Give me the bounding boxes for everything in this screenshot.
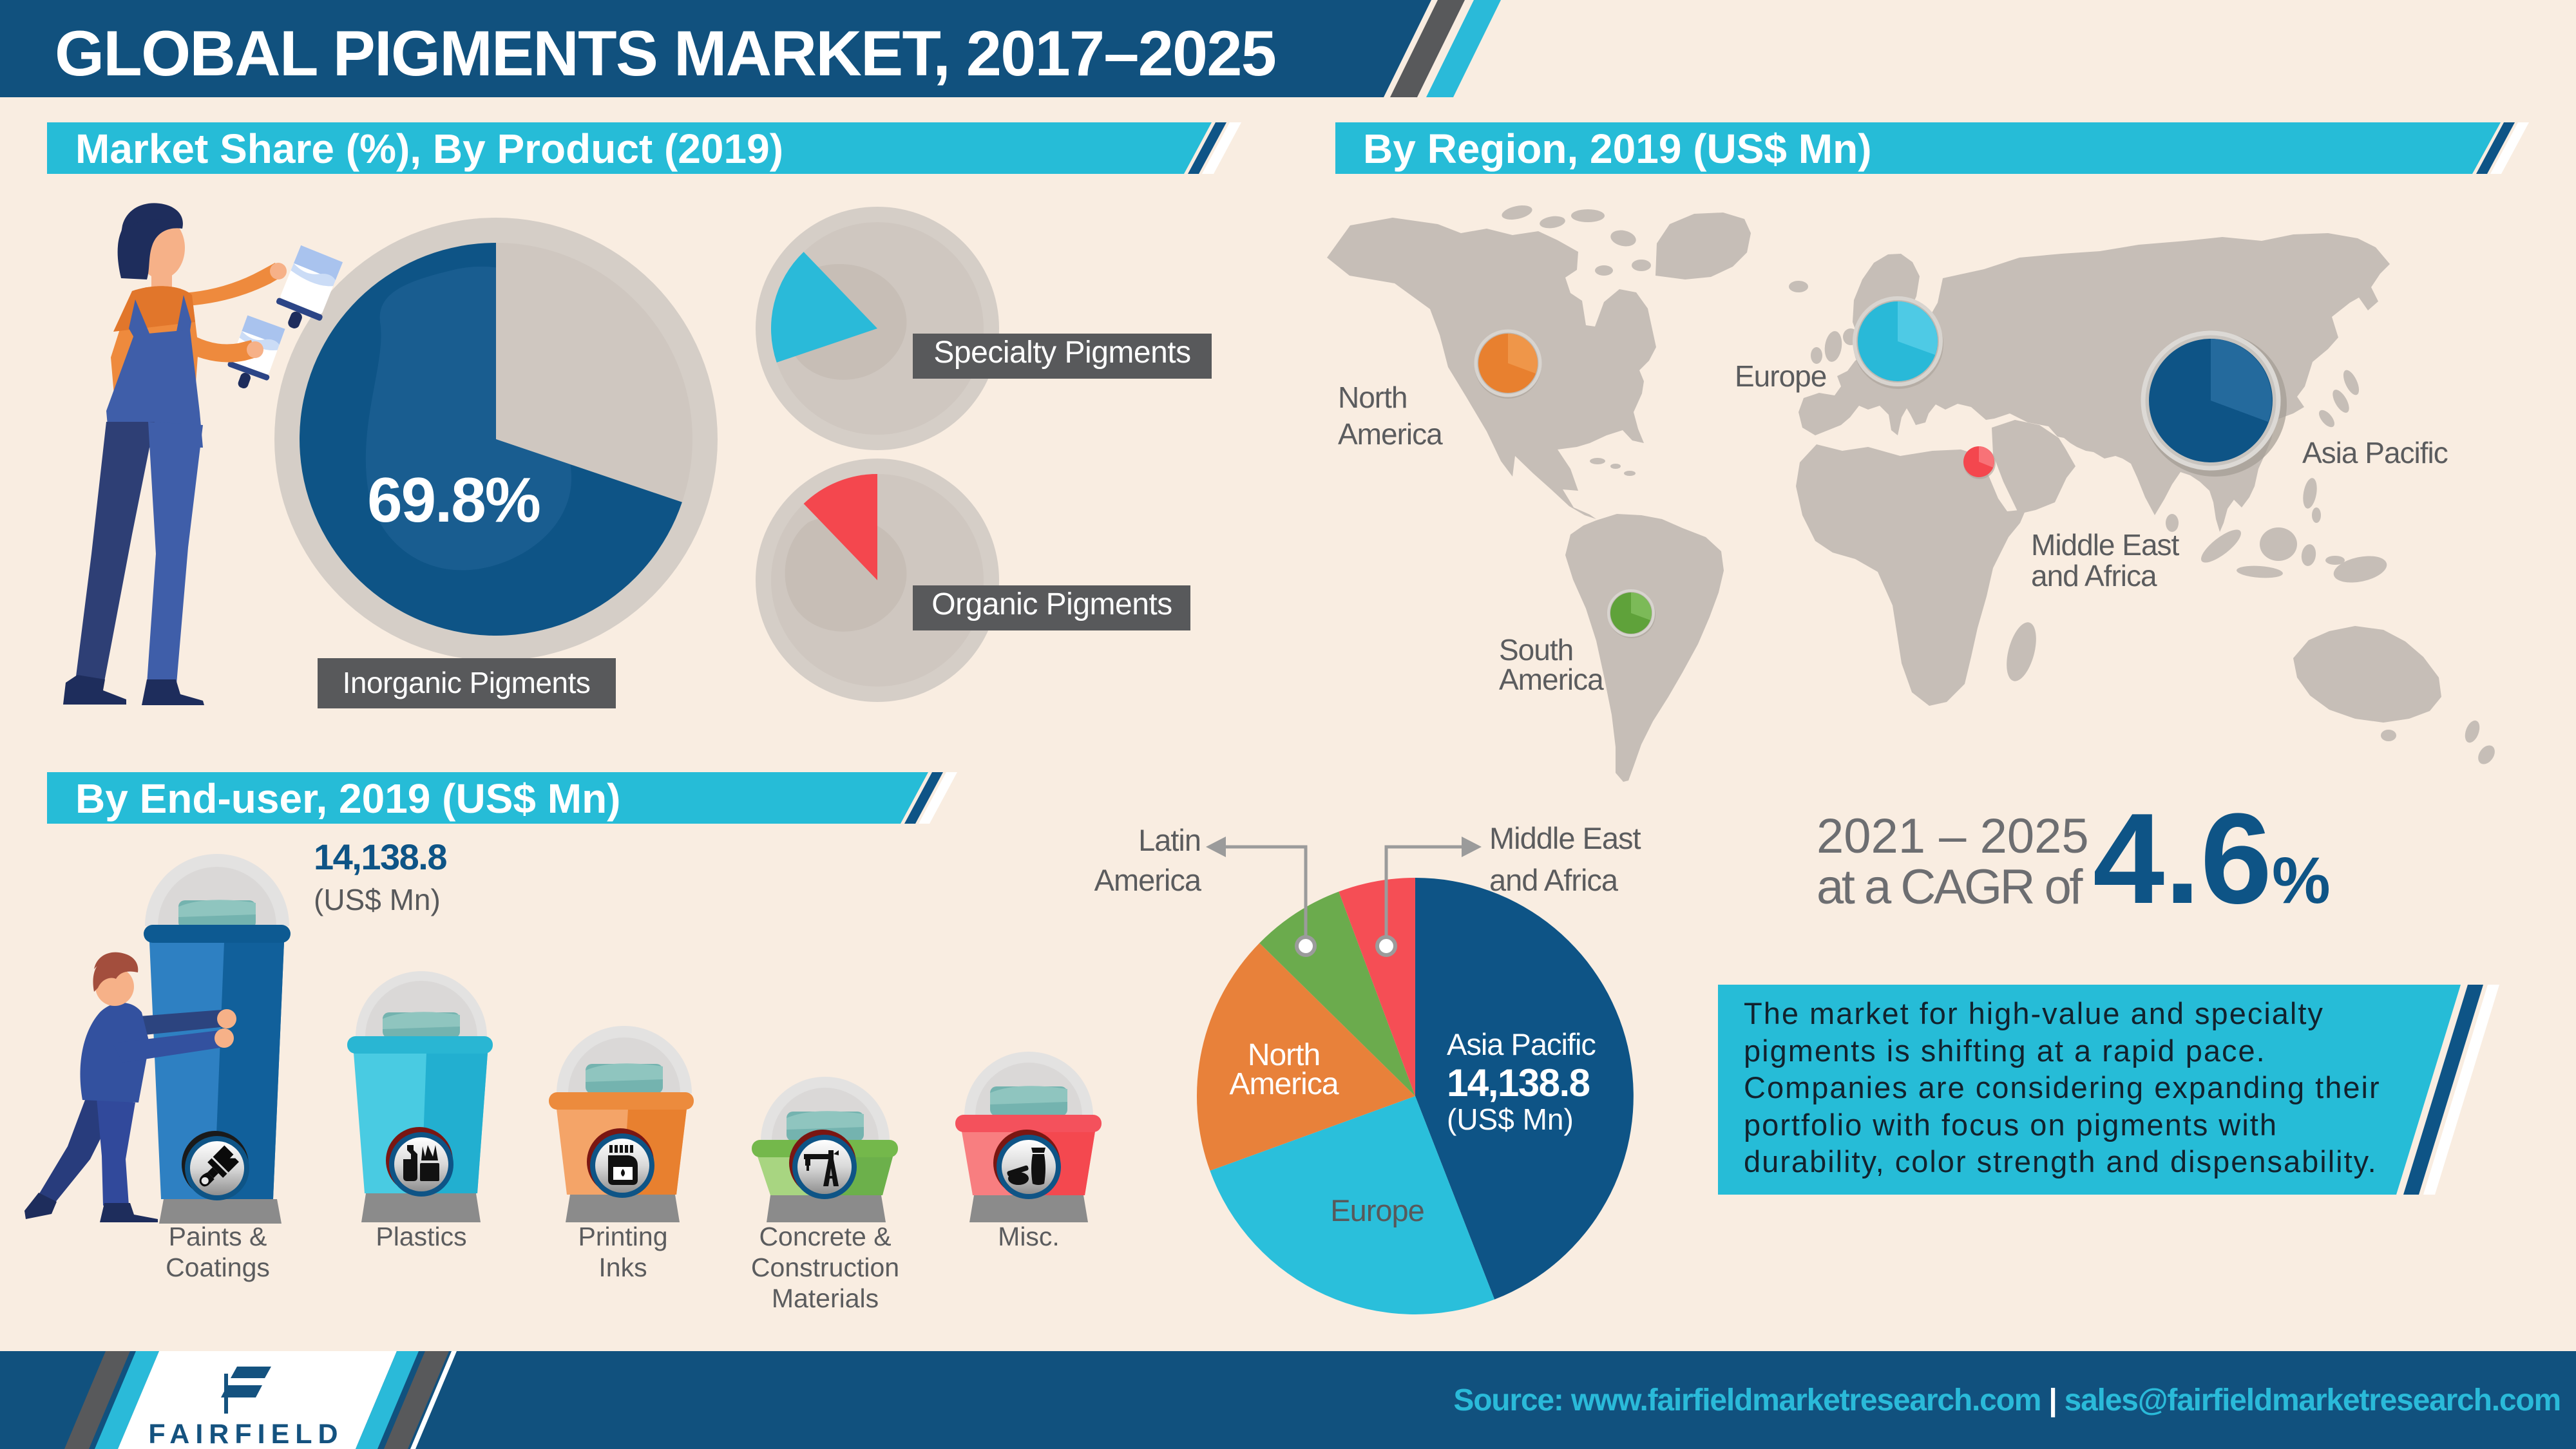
svg-text:Concrete &: Concrete &: [759, 1222, 891, 1251]
svg-text:Asia Pacific: Asia Pacific: [1447, 1027, 1596, 1061]
svg-text:(US$ Mn): (US$ Mn): [1447, 1103, 1574, 1136]
svg-text:Europe: Europe: [1330, 1193, 1424, 1227]
svg-text:South: South: [1499, 633, 1573, 667]
svg-text:By End-user, 2019 (US$ Mn): By End-user, 2019 (US$ Mn): [75, 775, 620, 822]
svg-text:Organic Pigments: Organic Pigments: [931, 587, 1172, 621]
svg-text:North: North: [1248, 1038, 1320, 1072]
svg-text:(US$ Mn): (US$ Mn): [314, 883, 441, 916]
svg-text:FAIRFIELD: FAIRFIELD: [148, 1419, 343, 1449]
svg-text:North: North: [1338, 381, 1407, 414]
svg-text:Inks: Inks: [598, 1253, 647, 1282]
svg-text:Latin: Latin: [1138, 823, 1201, 857]
svg-text:2021 – 2025: 2021 – 2025: [1817, 809, 2089, 864]
svg-text:Paints &: Paints &: [169, 1222, 267, 1251]
svg-text:4.6%: 4.6%: [2093, 787, 2331, 931]
svg-text:GLOBAL PIGMENTS MARKET, 2017–2: GLOBAL PIGMENTS MARKET, 2017–2025: [55, 17, 1275, 89]
svg-text:Market Share (%), By Product (: Market Share (%), By Product (2019): [75, 126, 783, 172]
svg-text:Asia Pacific: Asia Pacific: [2302, 436, 2448, 469]
svg-text:Europe: Europe: [1735, 359, 1826, 393]
svg-text:Middle East: Middle East: [2031, 528, 2180, 562]
svg-text:14,138.8: 14,138.8: [314, 837, 446, 877]
svg-text:Specialty Pigments: Specialty Pigments: [933, 336, 1190, 370]
svg-text:Construction: Construction: [751, 1253, 899, 1282]
svg-text:America: America: [1094, 863, 1202, 897]
svg-text:By Region, 2019 (US$ Mn): By Region, 2019 (US$ Mn): [1363, 126, 1872, 172]
svg-text:Inorganic Pigments: Inorganic Pigments: [343, 666, 591, 699]
svg-text:and Africa: and Africa: [2031, 559, 2157, 592]
svg-text:Materials: Materials: [772, 1283, 879, 1313]
svg-text:Source: www.fairfieldmarketres: Source: www.fairfieldmarketresearch.com …: [1453, 1383, 2561, 1417]
svg-text:and Africa: and Africa: [1489, 863, 1619, 897]
svg-text:Plastics: Plastics: [376, 1222, 466, 1251]
svg-text:America: America: [1229, 1067, 1339, 1101]
svg-text:Middle East: Middle East: [1489, 821, 1641, 855]
svg-text:at a CAGR of: at a CAGR of: [1817, 860, 2083, 914]
svg-text:Misc.: Misc.: [998, 1222, 1060, 1251]
svg-text:14,138.8: 14,138.8: [1447, 1061, 1590, 1104]
svg-text:America: America: [1338, 417, 1443, 451]
svg-text:69.8%: 69.8%: [367, 464, 540, 535]
svg-text:Coatings: Coatings: [166, 1253, 270, 1282]
svg-text:America: America: [1499, 663, 1604, 696]
svg-text:Printing: Printing: [578, 1222, 667, 1251]
